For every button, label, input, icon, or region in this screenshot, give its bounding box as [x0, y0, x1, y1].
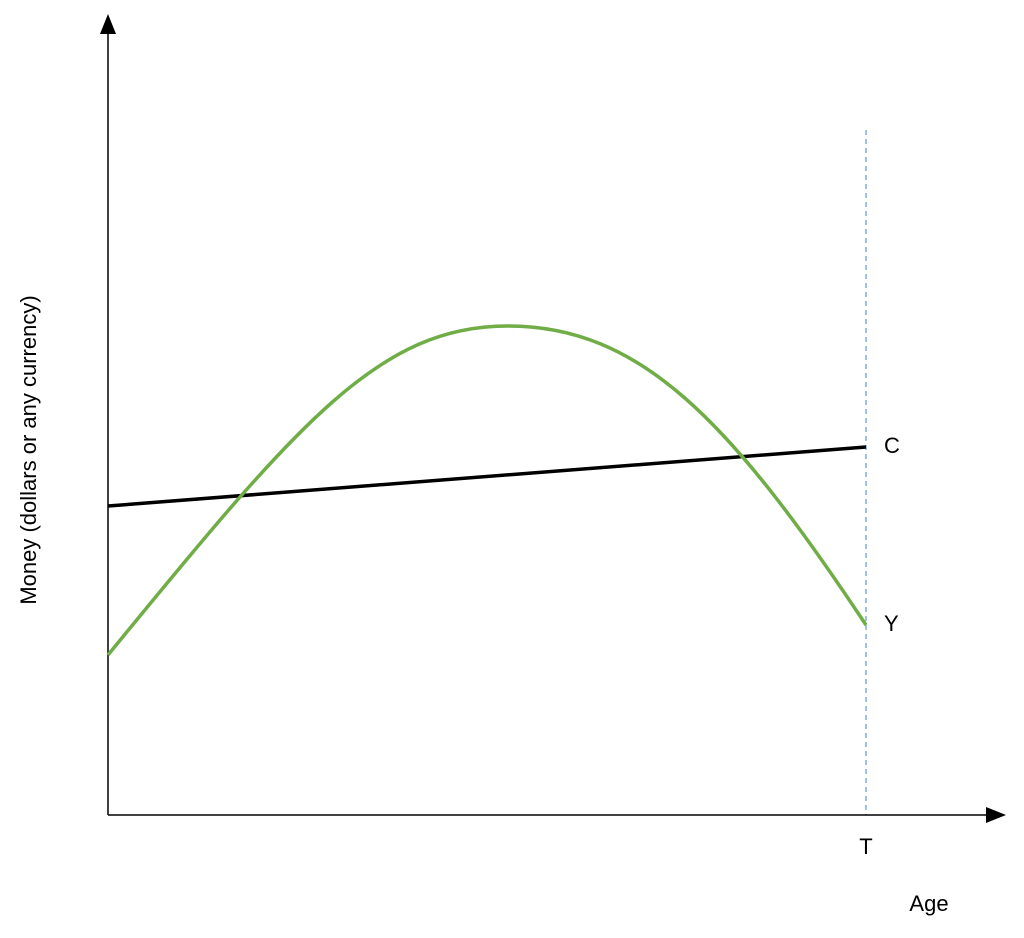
x-marker-label: T	[859, 834, 872, 859]
x-axis-arrow	[986, 807, 1006, 823]
y-axis-label: Money (dollars or any currency)	[16, 295, 41, 604]
y-axis-arrow	[100, 14, 116, 34]
curve-label: Y	[884, 611, 899, 636]
curve-label: C	[884, 433, 900, 458]
consumption-line	[107, 445, 867, 508]
income-curve	[106, 324, 868, 657]
x-axis-label: Age	[909, 891, 948, 916]
